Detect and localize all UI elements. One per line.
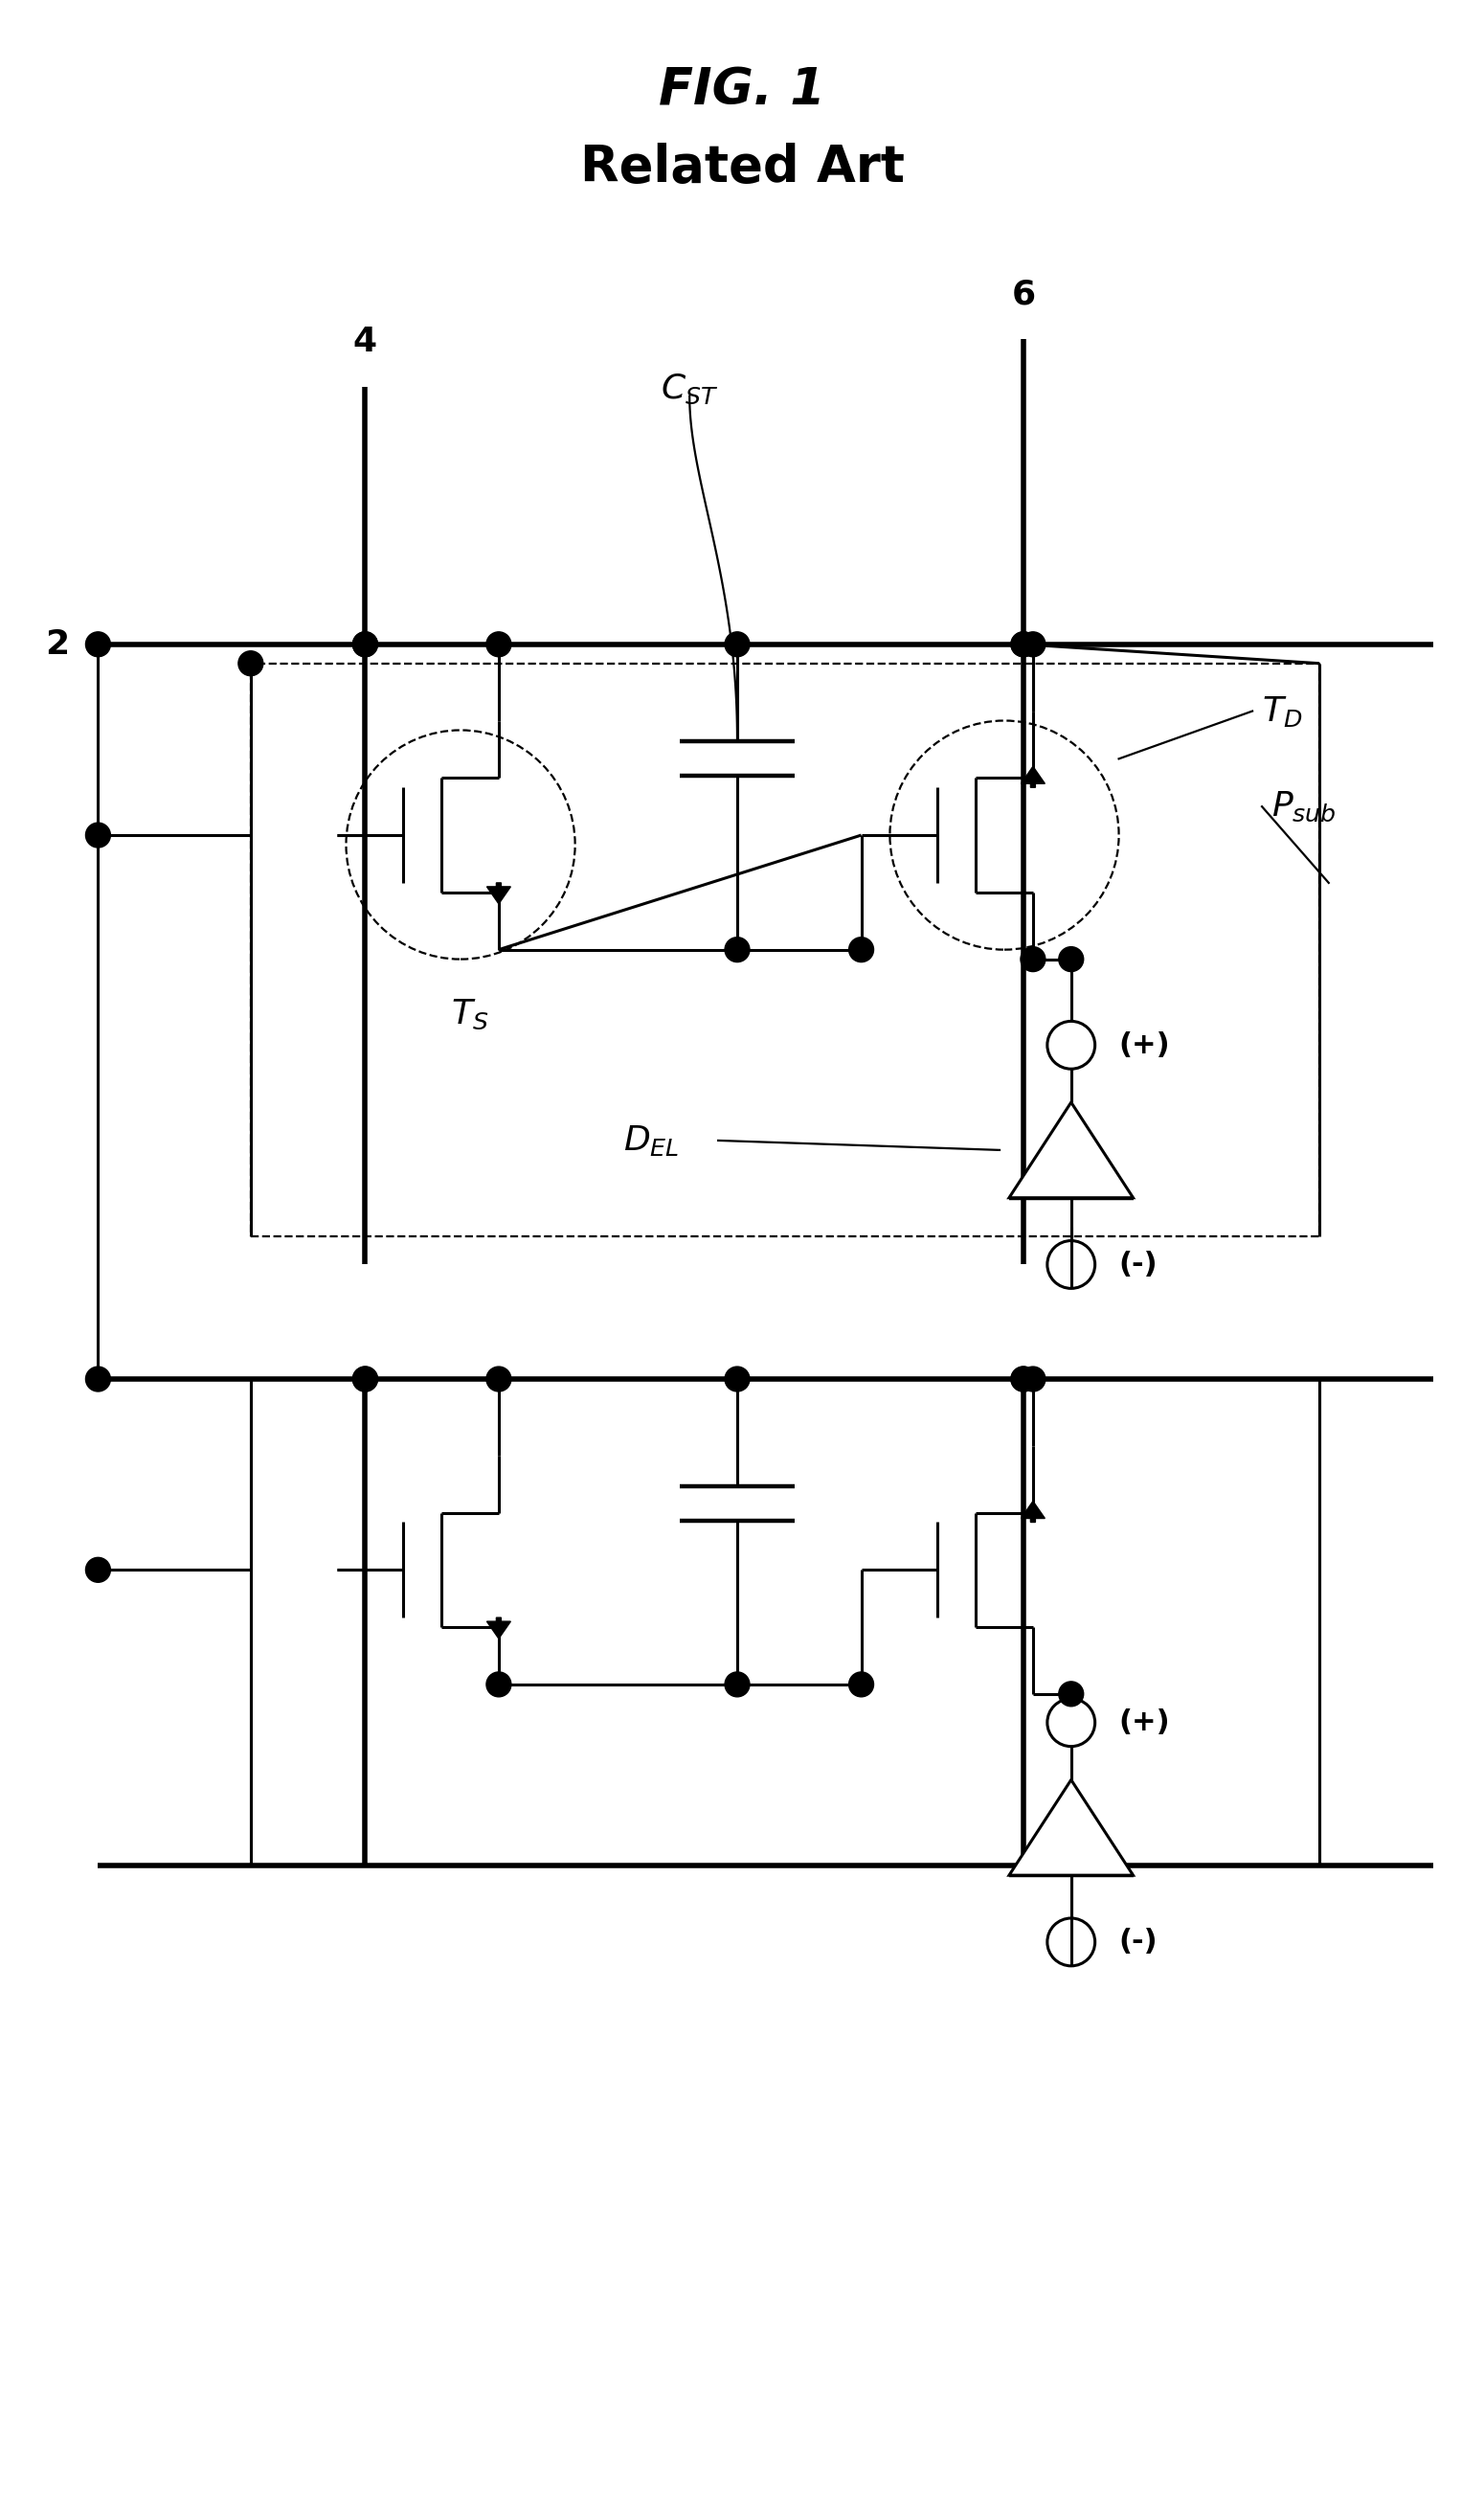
FancyArrow shape <box>487 884 510 904</box>
Text: $C_{ST}$: $C_{ST}$ <box>660 371 718 407</box>
Circle shape <box>1011 1365 1036 1391</box>
Text: $D_{EL}$: $D_{EL}$ <box>623 1124 680 1157</box>
Text: 2: 2 <box>46 628 70 660</box>
Circle shape <box>1021 633 1045 658</box>
Circle shape <box>849 1672 874 1697</box>
Text: (+): (+) <box>1119 1709 1171 1737</box>
Circle shape <box>86 1365 110 1391</box>
Circle shape <box>724 936 749 961</box>
Circle shape <box>487 633 510 658</box>
Polygon shape <box>1009 1102 1134 1197</box>
Circle shape <box>724 1672 749 1697</box>
Circle shape <box>1021 1365 1045 1391</box>
FancyArrow shape <box>1021 766 1045 788</box>
Circle shape <box>1011 1365 1036 1391</box>
Circle shape <box>1021 946 1045 971</box>
Circle shape <box>353 1365 377 1391</box>
Bar <box>251 663 1319 1235</box>
FancyArrow shape <box>487 1616 510 1639</box>
Text: 4: 4 <box>353 326 377 359</box>
Circle shape <box>86 1559 110 1581</box>
Circle shape <box>86 633 110 658</box>
FancyArrow shape <box>1021 1501 1045 1521</box>
Circle shape <box>86 823 110 848</box>
Text: (-): (-) <box>1119 1250 1158 1278</box>
Text: Related Art: Related Art <box>580 143 904 193</box>
Text: $T_S$: $T_S$ <box>451 996 488 1032</box>
Text: $T_D$: $T_D$ <box>1261 693 1303 728</box>
Circle shape <box>1011 633 1036 658</box>
Circle shape <box>1058 946 1083 971</box>
Circle shape <box>487 1365 510 1391</box>
Circle shape <box>487 1672 510 1697</box>
Text: $P_{sub}$: $P_{sub}$ <box>1272 791 1337 823</box>
Text: 6: 6 <box>1012 279 1036 311</box>
Circle shape <box>724 633 749 658</box>
Circle shape <box>1058 1682 1083 1707</box>
Circle shape <box>353 1365 377 1391</box>
Circle shape <box>353 633 377 658</box>
Circle shape <box>724 1365 749 1391</box>
Circle shape <box>239 650 263 675</box>
Text: (-): (-) <box>1119 1928 1158 1955</box>
Text: FIG. 1: FIG. 1 <box>659 65 825 115</box>
Circle shape <box>849 936 874 961</box>
Circle shape <box>1011 633 1036 658</box>
Polygon shape <box>1009 1780 1134 1875</box>
Text: (+): (+) <box>1119 1032 1171 1059</box>
Circle shape <box>353 633 377 658</box>
